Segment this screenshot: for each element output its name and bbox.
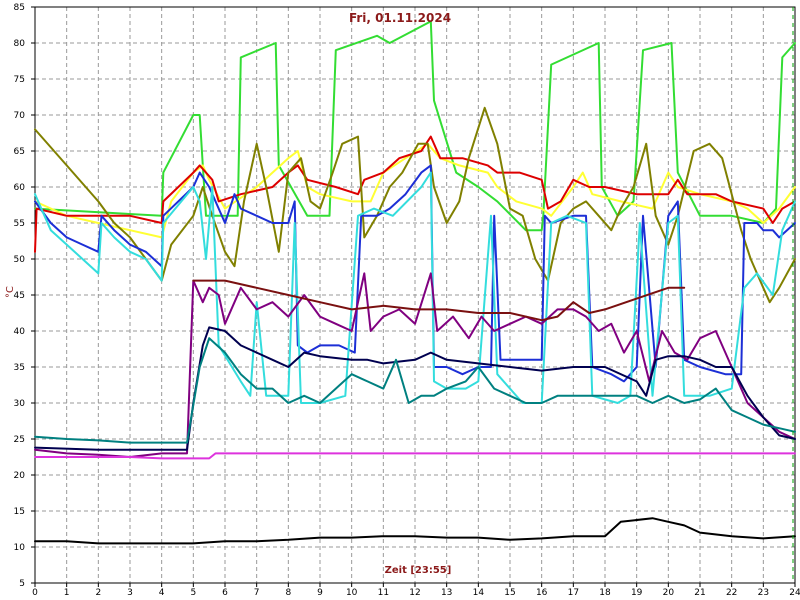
y-tick-label: 15 <box>14 507 25 517</box>
series-line-2 <box>34 142 796 239</box>
x-tick-label: 24 <box>789 588 800 598</box>
x-tick-label: 12 <box>409 588 420 598</box>
x-tick-label: 14 <box>473 588 485 598</box>
x-tick-label: 18 <box>599 588 611 598</box>
series-line-7 <box>34 272 796 458</box>
x-tick-label: 11 <box>378 588 389 598</box>
y-tick-label: 25 <box>14 435 25 445</box>
series-line-4 <box>34 106 796 304</box>
x-tick-label: 4 <box>159 588 165 598</box>
x-tick-label: 3 <box>127 588 133 598</box>
series-line-9 <box>34 326 796 451</box>
grid-lines <box>35 7 795 583</box>
y-tick-label: 65 <box>14 147 25 157</box>
y-tick-label: 30 <box>14 399 26 409</box>
y-tick-label: 70 <box>14 111 26 121</box>
y-tick-label: 35 <box>14 363 25 373</box>
y-tick-label: 50 <box>14 255 26 265</box>
series-line-11 <box>34 452 796 460</box>
x-tick-label: 19 <box>631 588 643 598</box>
y-tick-label: 75 <box>14 75 25 85</box>
series-line-5 <box>34 164 796 383</box>
y-tick-label: 55 <box>14 219 25 229</box>
x-tick-label: 20 <box>663 588 675 598</box>
x-tick-label: 22 <box>726 588 737 598</box>
x-tick-label: 15 <box>504 588 515 598</box>
series-line-8 <box>192 279 686 322</box>
y-tick-label: 5 <box>19 579 25 589</box>
x-tick-label: 5 <box>190 588 196 598</box>
y-tick-labels: 5 10 15 20 25 30 35 40 45 50 55 60 65 70 75 80 85 <box>14 3 35 589</box>
x-tick-label: 6 <box>222 588 228 598</box>
x-axis-label: Zeit [23:55] <box>385 565 452 576</box>
x-tick-label: 1 <box>64 588 70 598</box>
x-tick-label: 13 <box>441 588 452 598</box>
y-tick-label: 10 <box>14 543 26 553</box>
series-line-6 <box>34 171 796 404</box>
series-line-10 <box>34 337 796 444</box>
x-tick-label: 10 <box>346 588 358 598</box>
y-tick-label: 60 <box>14 183 26 193</box>
x-tick-label: 7 <box>254 588 260 598</box>
x-tick-labels: 0 1 2 3 4 5 6 7 8 9 10 11 12 13 14 15 16 17 18 19 20 21 22 23 24 <box>32 583 800 598</box>
x-tick-label: 21 <box>694 588 705 598</box>
series-layer <box>34 20 796 545</box>
chart-title: Fri, 01.11.2024 <box>349 11 451 25</box>
x-tick-label: 16 <box>536 588 548 598</box>
y-tick-label: 80 <box>14 39 26 49</box>
y-tick-label: 45 <box>14 291 25 301</box>
y-axis-label: °C <box>5 286 16 298</box>
x-tick-label: 2 <box>95 588 101 598</box>
x-tick-label: 23 <box>758 588 769 598</box>
y-tick-label: 40 <box>14 327 26 337</box>
x-tick-label: 8 <box>285 588 291 598</box>
y-tick-label: 20 <box>14 471 26 481</box>
series-line-12 <box>34 517 796 545</box>
x-tick-label: 17 <box>568 588 579 598</box>
x-tick-label: 0 <box>32 588 38 598</box>
y-tick-label: 85 <box>14 3 25 13</box>
x-tick-label: 9 <box>317 588 323 598</box>
